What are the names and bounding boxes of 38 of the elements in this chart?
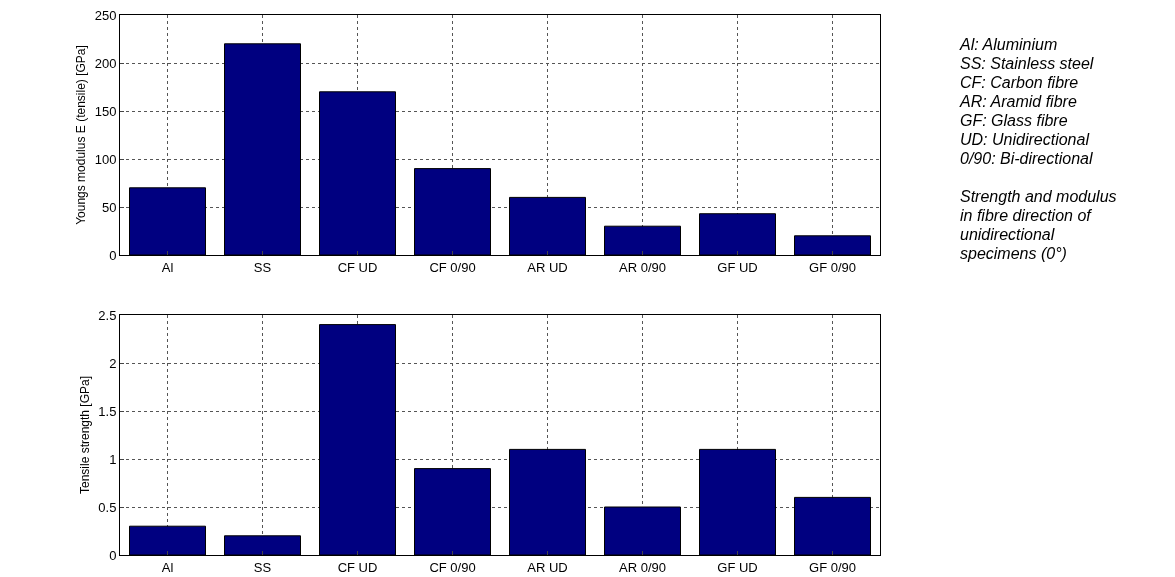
- text: Strength and modulus in fibre direction of unidirectional specimens (0°): [960, 187, 1118, 263]
- y-tick-label: 100: [94, 151, 117, 167]
- x-tick-label: SS: [253, 259, 272, 275]
- x-tick-label: CF 0/90: [429, 259, 476, 275]
- text: CF: Carbon fibre: [960, 73, 1080, 92]
- text: GF: Glass fibre: [960, 111, 1069, 130]
- x-tick-label: AR 0/90: [619, 259, 666, 275]
- x-tick-label: SS: [253, 559, 272, 575]
- y-tick-label: 0: [109, 247, 117, 263]
- text: Al: Aluminium: [960, 35, 1059, 54]
- x-tick-label: AR UD: [527, 259, 568, 275]
- x-tick-label: GF 0/90: [809, 559, 856, 575]
- y-tick-label: 250: [94, 7, 117, 23]
- y-tick-label: 200: [94, 55, 117, 71]
- y-axis-title: Youngs modulus E (tensile) [GPa]: [74, 45, 88, 225]
- x-tick-label: AR 0/90: [619, 559, 666, 575]
- x-tick-label: GF UD: [717, 559, 758, 575]
- y-tick-label: 2: [109, 355, 117, 371]
- y-tick-label: 150: [94, 103, 117, 119]
- text: SS: Stainless steel: [960, 54, 1095, 73]
- text: UD: Unidirectional: [960, 130, 1091, 149]
- y-tick-label: 1.5: [98, 403, 117, 419]
- y-axis-title: Tensile strength [GPa]: [77, 375, 92, 495]
- x-tick-label: Al: [161, 259, 174, 275]
- x-tick-label: GF UD: [717, 259, 758, 275]
- x-tick-label: CF UD: [337, 559, 378, 575]
- x-tick-label: GF 0/90: [809, 259, 856, 275]
- x-tick-label: AR UD: [527, 559, 568, 575]
- x-tick-label: CF 0/90: [429, 559, 476, 575]
- text: 0/90: Bi-directional: [960, 149, 1094, 168]
- x-tick-label: Al: [161, 559, 174, 575]
- y-tick-label: 0.5: [98, 499, 117, 515]
- y-tick-label: 2.5: [98, 307, 117, 323]
- x-tick-label: CF UD: [337, 259, 378, 275]
- y-tick-label: 0: [109, 547, 117, 563]
- y-tick-label: 50: [101, 199, 117, 215]
- text: AR: Aramid fibre: [960, 92, 1078, 111]
- y-tick-label: 1: [109, 451, 117, 467]
